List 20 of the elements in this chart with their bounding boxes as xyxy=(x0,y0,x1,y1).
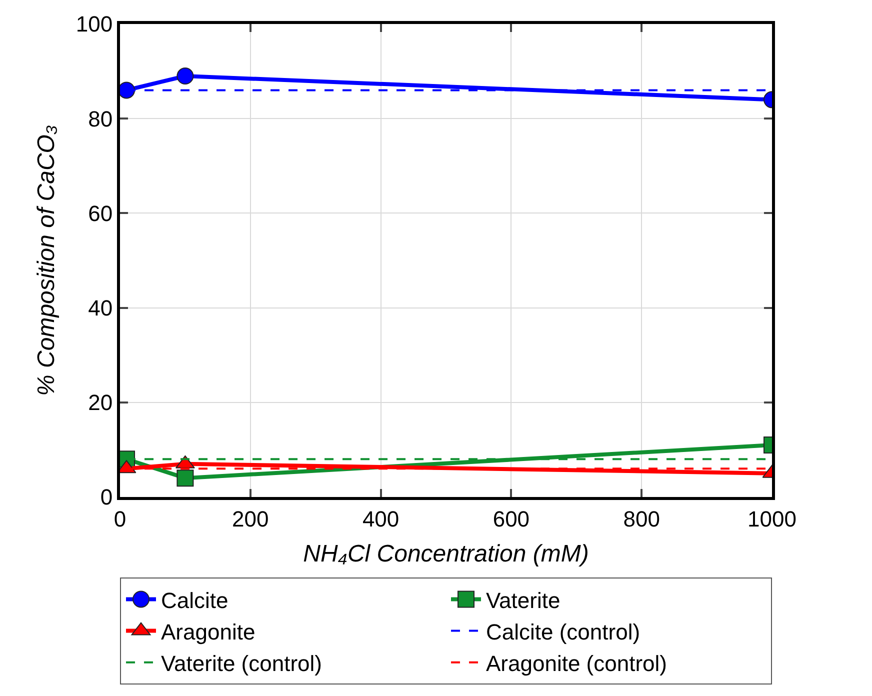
y-tick-label: 40 xyxy=(88,296,113,320)
x-axis-title: NH₄Cl Concentration (mM) xyxy=(303,540,589,568)
y-tick-label: 0 xyxy=(100,484,113,510)
legend-label: Calcite xyxy=(161,588,228,613)
legend-label: Vaterite xyxy=(486,588,560,613)
y-tick-label: 100 xyxy=(76,12,113,37)
x-tick-label: 1000 xyxy=(748,506,796,532)
legend-label: Calcite (control) xyxy=(486,619,640,644)
y-tick-label: 80 xyxy=(88,106,113,132)
y-axis-title: % Composition of CaCO₃ xyxy=(32,125,60,396)
legend-label: Vaterite (control) xyxy=(161,650,322,676)
x-tick-label: 400 xyxy=(362,506,400,532)
point xyxy=(120,82,136,99)
y-tick-label: 60 xyxy=(88,200,113,226)
x-tick-label: 600 xyxy=(492,506,530,532)
x-tick-label: 800 xyxy=(623,506,660,532)
legend-label: Aragonite (control) xyxy=(486,650,667,676)
y-tick-label: 20 xyxy=(88,390,113,416)
x-tick-label: 200 xyxy=(232,506,269,532)
legend-label: Aragonite xyxy=(161,619,256,644)
